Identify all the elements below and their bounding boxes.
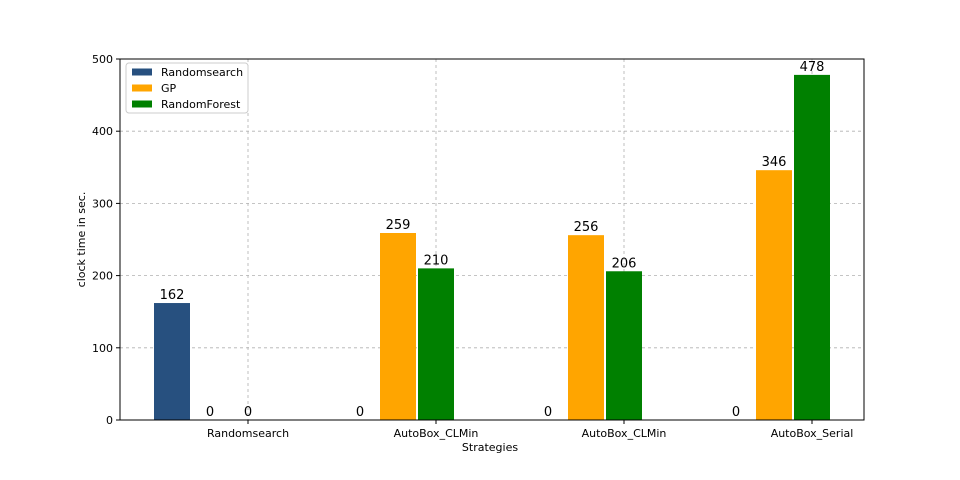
bar-value-label: 256 (574, 220, 599, 235)
y-tick-label: 300 (92, 197, 113, 210)
bar-gp-2 (568, 235, 604, 420)
bar-value-label: 0 (244, 405, 252, 420)
legend-label: GP (161, 82, 177, 95)
bar-value-label: 259 (386, 218, 411, 233)
x-tick-label: Randomsearch (207, 427, 289, 440)
bar-value-label: 478 (800, 60, 825, 75)
bar-randomforest-3 (794, 74, 830, 420)
legend-swatch (132, 84, 152, 92)
legend-swatch (132, 100, 152, 108)
legend-label: RandomForest (161, 98, 241, 111)
bar-value-label: 0 (356, 405, 364, 420)
x-axis-label: Strategies (462, 441, 518, 454)
legend-box (125, 62, 249, 114)
legend-swatch (132, 68, 152, 76)
bar-value-label: 0 (544, 405, 552, 420)
bar-value-label: 210 (424, 253, 449, 268)
bar-randomsearch-0 (154, 303, 190, 420)
y-tick-label: 400 (92, 125, 113, 138)
bar-gp-1 (380, 233, 416, 420)
x-tick-label: AutoBox_CLMin (582, 427, 667, 440)
bar-value-label: 0 (732, 405, 740, 420)
x-axis-ticks: Randomsearch AutoBox_CLMin AutoBox_CLMin Au… (207, 420, 853, 440)
bar-randomforest-2 (606, 271, 642, 420)
bar-value-label: 346 (762, 155, 787, 170)
bar-value-label: 0 (206, 405, 214, 420)
bar-randomforest-1 (418, 268, 454, 420)
y-tick-label: 500 (92, 53, 113, 66)
data-labels: 162 0 0 0 0 259 256 346 0 210 206 478 (160, 60, 825, 420)
legend-label: Randomsearch (161, 66, 243, 79)
plot-frame (119, 58, 865, 421)
y-axis-ticks: 0 100 200 300 400 500 (92, 53, 120, 427)
y-tick-label: 200 (92, 270, 113, 283)
bars (154, 74, 830, 420)
legend: Randomsearch GP RandomForest (125, 62, 249, 114)
x-tick-label: AutoBox_Serial (771, 427, 854, 440)
bar-value-label: 162 (160, 288, 185, 303)
y-tick-label: 100 (92, 342, 113, 355)
y-axis-label: clock time in sec. (75, 192, 88, 288)
bar-value-label: 206 (612, 256, 637, 271)
bar-gp-3 (756, 170, 792, 420)
y-tick-label: 0 (106, 414, 113, 427)
x-tick-label: AutoBox_CLMin (394, 427, 479, 440)
